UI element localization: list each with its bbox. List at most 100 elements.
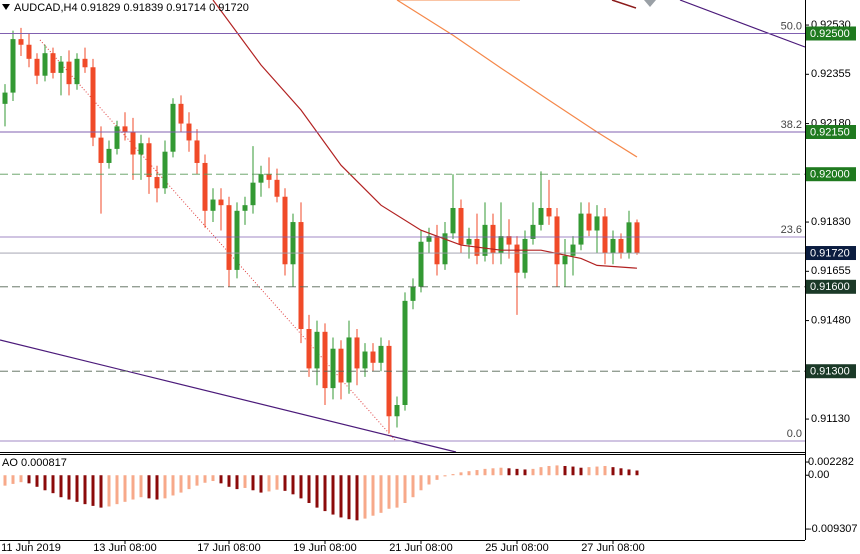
x-tick-label: 21 Jun 08:00 <box>389 542 453 554</box>
ao-bar <box>579 467 583 476</box>
ma-fragment <box>611 0 637 9</box>
candle-body <box>594 216 600 231</box>
ao-bar <box>435 475 439 480</box>
trend-line <box>679 0 806 48</box>
ao-bar <box>451 474 455 476</box>
price-label: 0.92150 <box>810 126 850 138</box>
candle-body <box>626 222 632 254</box>
ao-bar <box>347 475 351 520</box>
fib-label: 38.2 <box>781 119 802 131</box>
ao-bar <box>403 475 407 503</box>
price-label-box <box>806 167 856 182</box>
ao-bar <box>155 475 159 500</box>
ao-bar <box>563 465 567 476</box>
ao-bar <box>107 475 111 507</box>
candle-body <box>322 331 328 389</box>
ao-bar <box>611 467 615 476</box>
ao-bar <box>179 475 183 493</box>
ao-bar <box>619 468 623 476</box>
candle-body <box>274 179 280 197</box>
candle-body <box>602 216 608 254</box>
price-label-box <box>806 364 856 379</box>
y-tick-label: -0.009307 <box>808 523 858 535</box>
ao-bar <box>355 475 359 521</box>
ao-bar <box>123 475 127 502</box>
candle-body <box>10 39 16 93</box>
ao-bar <box>491 468 495 476</box>
ao-bar <box>195 475 199 486</box>
y-tick-label: 0.00 <box>808 469 829 481</box>
candle-body <box>426 236 432 242</box>
ao-bar <box>251 475 255 491</box>
candle-body <box>506 236 512 245</box>
candle-body <box>146 143 152 178</box>
candle-body <box>386 345 392 417</box>
y-tick-label: 0.91480 <box>811 314 851 326</box>
candle-body <box>162 151 168 189</box>
ao-bar <box>587 467 591 476</box>
x-tick-label: 27 Jun 08:00 <box>581 542 645 554</box>
candle-body <box>218 199 224 206</box>
candle-body <box>330 348 336 389</box>
ao-bar <box>99 475 103 508</box>
candle-body <box>586 213 592 231</box>
candle-body <box>114 126 120 149</box>
candle-body <box>138 143 144 155</box>
ao-bar <box>323 475 327 512</box>
ao-bar <box>51 475 55 494</box>
candle-body <box>346 337 352 383</box>
ao-bar <box>523 469 527 476</box>
ao-bar <box>211 475 215 482</box>
y-tick-label: 0.91655 <box>811 265 851 277</box>
fib-base-line <box>39 39 396 441</box>
candle-body <box>418 241 424 287</box>
candle-body <box>34 58 40 76</box>
candle-body <box>306 329 312 369</box>
candle-body <box>546 207 552 217</box>
candle-body <box>514 244 520 273</box>
ao-bar <box>475 470 479 476</box>
candle-body <box>570 244 576 256</box>
candle-body <box>266 174 272 180</box>
candle-body <box>210 199 216 211</box>
candle-body <box>282 196 288 265</box>
menu-icon[interactable] <box>2 4 10 10</box>
ao-bar <box>267 475 271 492</box>
candle-body <box>578 213 584 245</box>
candle-body <box>194 140 200 163</box>
ao-bar <box>299 475 303 499</box>
ao-bar <box>35 475 39 487</box>
candle-body <box>370 351 376 363</box>
candle-body <box>154 177 160 189</box>
ao-bar <box>443 475 447 477</box>
x-tick-label: 17 Jun 08:00 <box>197 542 261 554</box>
candle-body <box>170 103 176 152</box>
ao-bar <box>91 475 95 506</box>
ao-bar <box>3 475 7 486</box>
trend-line <box>0 339 457 453</box>
ao-bar <box>259 475 263 493</box>
candle-body <box>530 224 536 239</box>
candle-body <box>106 148 112 163</box>
candle-body <box>354 337 360 369</box>
fib-label: 50.0 <box>781 20 802 32</box>
candle-body <box>234 210 240 270</box>
ao-bar <box>171 475 175 496</box>
candle-body <box>338 348 344 383</box>
ao-bar <box>635 470 639 476</box>
candle-body <box>538 207 544 225</box>
ao-bar <box>147 475 151 499</box>
candle-body <box>554 216 560 265</box>
indicator-header: AO 0.000817 <box>2 457 67 469</box>
ao-bar <box>187 475 191 490</box>
price-label-box <box>806 124 856 139</box>
candle-body <box>290 222 296 265</box>
ao-bar <box>291 475 295 495</box>
candle-body <box>250 182 256 206</box>
ao-bar <box>131 475 135 500</box>
candle-body <box>562 255 568 265</box>
ao-bar <box>83 475 87 505</box>
candle-body <box>74 58 80 85</box>
